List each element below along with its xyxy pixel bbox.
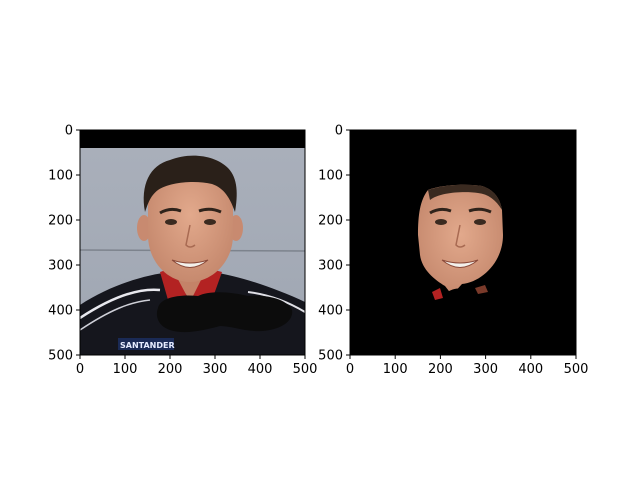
segmented-xtick-label: 300	[473, 362, 498, 377]
original-xtick-label: 300	[203, 362, 228, 377]
segmented-xtick-label: 400	[518, 362, 543, 377]
segmented-face-panel	[349, 129, 577, 356]
segmented-axes-frame	[349, 129, 577, 356]
original-ytick-label: 0	[65, 124, 73, 139]
segmented-ytick-label: 300	[318, 259, 343, 274]
segmented-ytick-label: 500	[318, 349, 343, 364]
segmented-xtick-label: 100	[383, 362, 408, 377]
segmented-xtick-label: 500	[564, 362, 589, 377]
original-xtick-label: 0	[76, 362, 84, 377]
original-photo: SANTANDER	[80, 130, 305, 355]
original-xtick-label: 400	[248, 362, 273, 377]
original-axes-frame	[79, 129, 306, 356]
segmented-xtick-label: 200	[428, 362, 453, 377]
original-ytick-label: 300	[48, 259, 73, 274]
segmented-ytick-label: 0	[335, 124, 343, 139]
segmented-ytick-label: 400	[318, 304, 343, 319]
segmented-xtick-label: 0	[346, 362, 354, 377]
original-ytick-label: 200	[48, 214, 73, 229]
original-ytick-label: 500	[48, 349, 73, 364]
original-ytick-label: 100	[48, 169, 73, 184]
segmented-ytick-label: 200	[318, 214, 343, 229]
original-xtick-label: 200	[158, 362, 183, 377]
segmented-face-photo	[350, 130, 576, 355]
segmented-ytick-label: 100	[318, 169, 343, 184]
original-photo-panel: SANTANDER	[79, 129, 306, 356]
original-xtick-label: 100	[113, 362, 138, 377]
original-xtick-label: 500	[293, 362, 318, 377]
jacket-logo-text: SANTANDER	[120, 341, 175, 350]
original-ytick-label: 400	[48, 304, 73, 319]
